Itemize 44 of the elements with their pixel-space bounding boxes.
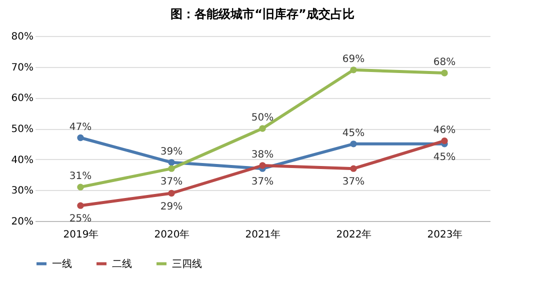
legend-label: 二线 xyxy=(112,258,132,270)
data-label: 50% xyxy=(251,112,274,124)
y-tick-label: 40% xyxy=(11,154,34,166)
point xyxy=(168,165,175,172)
data-label: 31% xyxy=(69,171,92,182)
point xyxy=(168,159,175,166)
y-tick-label: 20% xyxy=(11,216,34,228)
point xyxy=(350,140,357,148)
data-label: 46% xyxy=(433,124,456,136)
data-label: 38% xyxy=(251,150,274,160)
data-label: 29% xyxy=(160,201,183,212)
y-tick-label: 70% xyxy=(11,62,34,74)
point xyxy=(168,190,175,197)
point xyxy=(77,134,84,142)
legend-label: 一线 xyxy=(52,258,72,270)
x-tick-label: 2023年 xyxy=(427,228,463,240)
x-tick-label: 2022年 xyxy=(336,228,372,240)
point xyxy=(441,70,448,76)
y-tick-label: 50% xyxy=(11,124,34,135)
data-label: 45% xyxy=(342,128,365,139)
y-tick-label: 80% xyxy=(11,32,34,42)
point xyxy=(350,165,357,172)
data-label: 39% xyxy=(160,146,183,158)
x-tick-label: 2019年 xyxy=(63,228,99,240)
data-label: 68% xyxy=(433,57,456,68)
point xyxy=(441,137,448,144)
point xyxy=(259,125,266,132)
chart-title: 图：各能级城市“旧库存”成交占比 xyxy=(170,7,354,21)
point xyxy=(259,162,266,169)
x-tick-label: 2020年 xyxy=(154,228,190,240)
data-label: 37% xyxy=(251,176,274,188)
point xyxy=(350,66,357,74)
data-label: 69% xyxy=(342,54,365,65)
data-label: 25% xyxy=(69,214,92,225)
data-label: 37% xyxy=(342,176,365,188)
data-label: 45% xyxy=(433,152,456,163)
data-label: 37% xyxy=(160,176,183,188)
x-tick-label: 2021年 xyxy=(245,228,281,240)
point xyxy=(77,202,84,209)
legend-label: 三四线 xyxy=(172,258,202,270)
y-tick-label: 30% xyxy=(11,186,34,197)
y-tick-label: 60% xyxy=(11,93,34,104)
data-label: 47% xyxy=(69,122,92,133)
point xyxy=(77,184,84,190)
